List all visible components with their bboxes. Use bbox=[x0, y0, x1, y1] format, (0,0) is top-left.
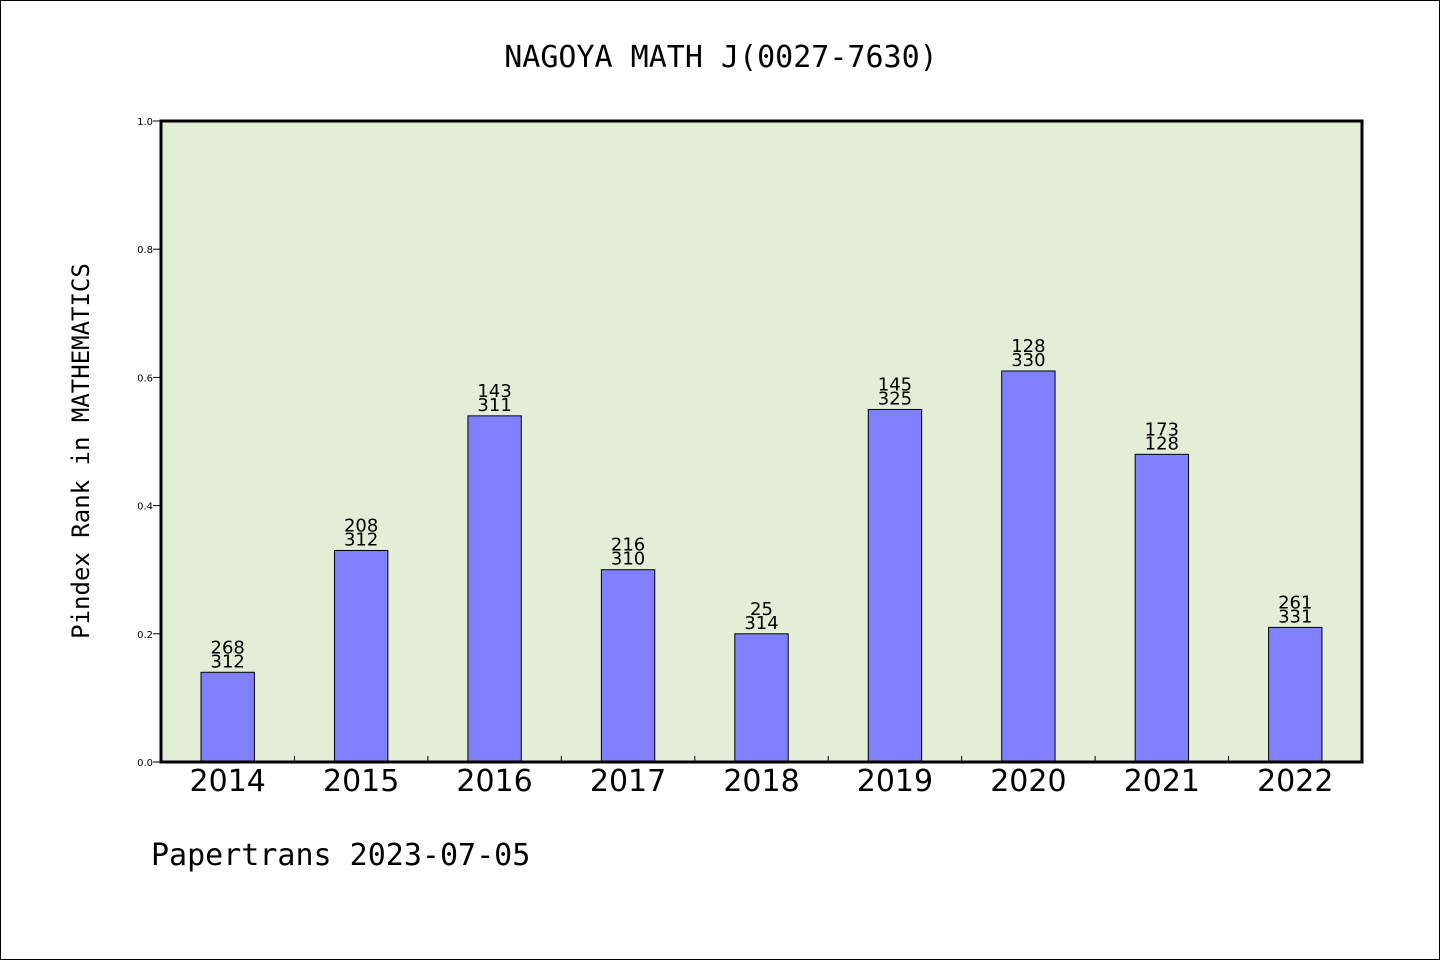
bar-2014 bbox=[200, 671, 255, 763]
y-tick-label: 0.8 bbox=[137, 245, 153, 256]
data-label-bottom: 312 bbox=[344, 529, 378, 550]
bar-2022 bbox=[1268, 626, 1323, 763]
y-axis-label: Pindex Rank in MATHEMATICS bbox=[67, 263, 95, 639]
chart-title: NAGOYA MATH J(0027-7630) bbox=[504, 40, 937, 75]
bar-2020 bbox=[1001, 370, 1056, 763]
data-label-bottom: 325 bbox=[878, 388, 912, 409]
data-label-top: 261 bbox=[1278, 592, 1312, 613]
bar-2018 bbox=[734, 633, 789, 763]
data-label-bottom: 311 bbox=[477, 395, 511, 416]
data-label-top: 143 bbox=[477, 381, 511, 402]
x-tick-label: 2016 bbox=[456, 764, 532, 799]
y-axis: 0.0 0.2 0.4 0.6 0.8 1.0 bbox=[137, 117, 161, 769]
x-tick-label: 2022 bbox=[1257, 764, 1333, 799]
bar-2015 bbox=[333, 549, 389, 763]
x-tick-label: 2018 bbox=[723, 764, 799, 799]
x-tick-label: 2017 bbox=[590, 764, 666, 799]
plot-border bbox=[159, 119, 1364, 764]
x-tick-label: 2021 bbox=[1124, 764, 1200, 799]
y-tick-label: 0.6 bbox=[137, 373, 153, 384]
data-label-top: 216 bbox=[611, 535, 645, 556]
y-tick-label: 1.0 bbox=[137, 117, 153, 128]
data-label-bottom: 312 bbox=[211, 651, 245, 672]
x-tick-label: 2015 bbox=[323, 764, 399, 799]
x-tick-label: 2020 bbox=[990, 764, 1066, 799]
bar-2019 bbox=[867, 408, 923, 763]
data-label-top: 208 bbox=[344, 515, 378, 536]
bar-2021 bbox=[1134, 453, 1190, 763]
data-label-bottom: 310 bbox=[611, 549, 645, 570]
bar-2017 bbox=[600, 569, 656, 763]
data-label-bottom: 330 bbox=[1011, 350, 1045, 371]
data-label-top: 128 bbox=[1011, 336, 1045, 357]
y-tick-label: 0.2 bbox=[137, 630, 153, 641]
data-label-bottom: 128 bbox=[1145, 433, 1179, 454]
data-label-top: 268 bbox=[211, 637, 245, 658]
bars bbox=[200, 370, 1323, 763]
x-axis: 2014 2015 2016 2017 2018 2019 2020 2021 2022 bbox=[190, 756, 1333, 799]
data-label-top: 145 bbox=[878, 374, 912, 395]
data-label-top: 173 bbox=[1145, 419, 1179, 440]
data-label-bottom: 331 bbox=[1278, 606, 1312, 627]
y-tick-label: 0.4 bbox=[137, 502, 153, 513]
data-label-bottom: 314 bbox=[744, 613, 778, 634]
x-tick-label: 2019 bbox=[857, 764, 933, 799]
footer-credit: Papertrans 2023-07-05 bbox=[151, 838, 530, 873]
data-labels: 2683122083121433112163102531414532512833… bbox=[211, 336, 1313, 672]
bar-2016 bbox=[467, 415, 522, 763]
data-label-top: 25 bbox=[750, 599, 773, 620]
y-tick-label: 0.0 bbox=[137, 758, 153, 769]
x-tick-label: 2014 bbox=[190, 764, 266, 799]
